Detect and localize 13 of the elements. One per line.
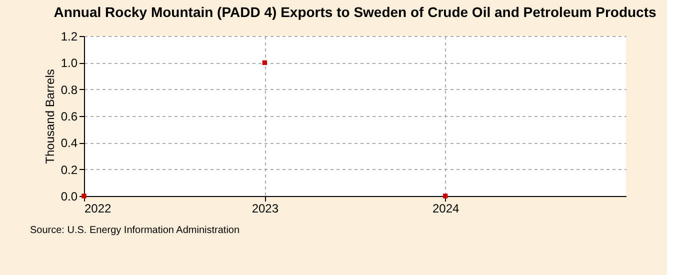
chart-title: Annual Rocky Mountain (PADD 4) Exports to Sweden of Crude Oil and Petroleum Products [54, 4, 656, 20]
source-note: Source: U.S. Energy Information Administration [30, 225, 240, 236]
y-tick-label: 0.8 [60, 82, 78, 97]
y-tick-label: 0.2 [60, 162, 78, 177]
x-tick-label: 2024 [432, 202, 460, 216]
y-tick-label: 0.0 [60, 190, 78, 204]
y-tick-label: 1.2 [60, 30, 78, 44]
x-tick-label: 2022 [84, 202, 112, 216]
y-tick-label: 0.4 [60, 136, 78, 150]
y-tick-label: 1.0 [60, 56, 78, 70]
x-tick-label: 2023 [252, 202, 279, 216]
y-axis-title: Thousand Barrels [42, 69, 57, 164]
y-tick-label: 0.6 [60, 110, 78, 124]
